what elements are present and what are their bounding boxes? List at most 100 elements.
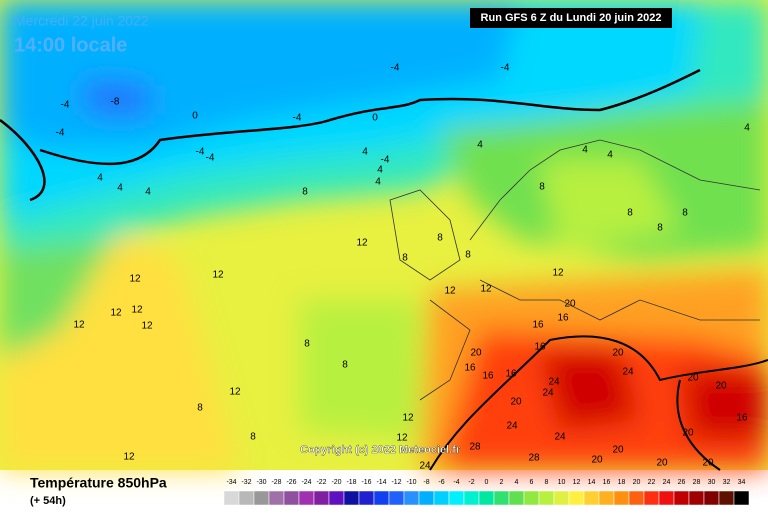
contour-label: 12 [229,387,241,398]
run-box [470,8,672,28]
scale-label: 0 [485,479,489,486]
scale-label: -20 [331,479,341,486]
scale-label: 30 [708,479,716,486]
date-label: Mercredi 22 juin 2022 [14,13,149,29]
scale-label: 34 [738,479,746,486]
contour-label: 12 [552,268,564,279]
contour-label: -4 [381,155,390,166]
scale-label: 32 [723,479,731,486]
scale-label: 24 [663,479,671,486]
scale-label: -16 [361,479,371,486]
scale-label: 22 [648,479,656,486]
contour-label: 24 [548,377,560,388]
contour-label: 4 [117,183,123,194]
color-scale: -34 -32 -30 -28 -26 -24 -22 -20 -18 -16 -14 -12 -10-… [223,479,750,506]
scale-label: -32 [241,479,251,486]
scale-swatch [358,490,375,506]
contour-label: 4 [97,173,103,184]
scale-swatch [343,490,360,506]
scale-label: 4 [515,479,519,486]
scale-label: -30 [256,479,266,486]
contour-label: 12 [402,413,414,424]
contour-label: 20 [510,397,522,408]
contour-label: 12 [73,320,85,331]
contour-label: 4 [744,123,750,134]
scale-swatch [538,490,555,506]
contour-label: 20 [591,455,603,466]
footer-title: Température 850hPa [30,475,167,491]
contour-label: 12 [444,286,456,297]
scale-label: -10 [406,479,416,486]
scale-label: -28 [271,479,281,486]
scale-swatch [388,490,405,506]
scale-label: -8 [423,479,429,486]
contour-label: 28 [528,453,540,464]
scale-swatch [283,490,300,506]
scale-swatch [583,490,600,506]
scale-swatch [448,490,465,506]
contour-label: 4 [375,177,381,188]
scale-label: 12 [573,479,581,486]
scale-swatch [478,490,495,506]
contour-label: 16 [532,320,544,331]
contour-label: 12 [123,452,135,463]
scale-label: 10 [558,479,566,486]
contour-label: 8 [627,208,633,219]
scale-swatch [298,490,315,506]
scale-label: -2 [468,479,474,486]
contour-label: 20 [656,458,668,469]
contour-label: 12 [480,284,492,295]
contour-label: -8 [111,97,120,108]
scale-swatch [508,490,525,506]
scale-label: -18 [346,479,356,486]
scale-swatch [688,490,705,506]
contour-label: -4 [293,113,302,124]
contour-label: 0 [192,111,198,122]
temperature-field [0,0,768,471]
scale-swatch [613,490,630,506]
run-label: Run GFS 6 Z du Lundi 20 juin 2022 [481,12,662,24]
contour-label: 16 [464,363,476,374]
contour-label: 12 [110,308,122,319]
contour-label: -4 [501,63,510,74]
scale-swatch [523,490,540,506]
contour-label: 8 [402,253,408,264]
contour-label: 4 [377,165,383,176]
scale-swatch [238,490,255,506]
contour-label: 20 [682,428,694,439]
contour-label: 20 [702,458,714,469]
contour-label: 20 [470,348,482,359]
scale-swatch [403,490,420,506]
contour-label: 28 [469,442,481,453]
contour-label: -4 [56,128,65,139]
contour-label: 8 [465,250,471,261]
scale-label: -6 [438,479,444,486]
contour-label: 20 [564,299,576,310]
contour-label: 16 [534,342,546,353]
scale-swatch [673,490,690,506]
time-label: 14:00 locale [14,34,127,56]
contour-label: 12 [356,238,368,249]
scale-swatch [733,490,750,506]
scale-label: 6 [530,479,534,486]
scale-swatch [643,490,660,506]
scale-swatch [268,490,285,506]
contour-label: -4 [196,147,205,158]
contour-label: 16 [557,313,569,324]
scale-swatch [433,490,450,506]
contour-label: 8 [682,208,688,219]
scale-swatch [553,490,570,506]
contour-label: 4 [362,147,368,158]
contour-label: 8 [302,187,308,198]
scale-label: -12 [391,479,401,486]
contour-label: 20 [687,373,699,384]
contour-label: 12 [212,270,224,281]
contour-label: 8 [342,360,348,371]
scale-label: -14 [376,479,386,486]
scale-label: -24 [301,479,311,486]
scale-swatch [223,490,240,506]
scale-label: 16 [603,479,611,486]
scale-label: -26 [286,479,296,486]
